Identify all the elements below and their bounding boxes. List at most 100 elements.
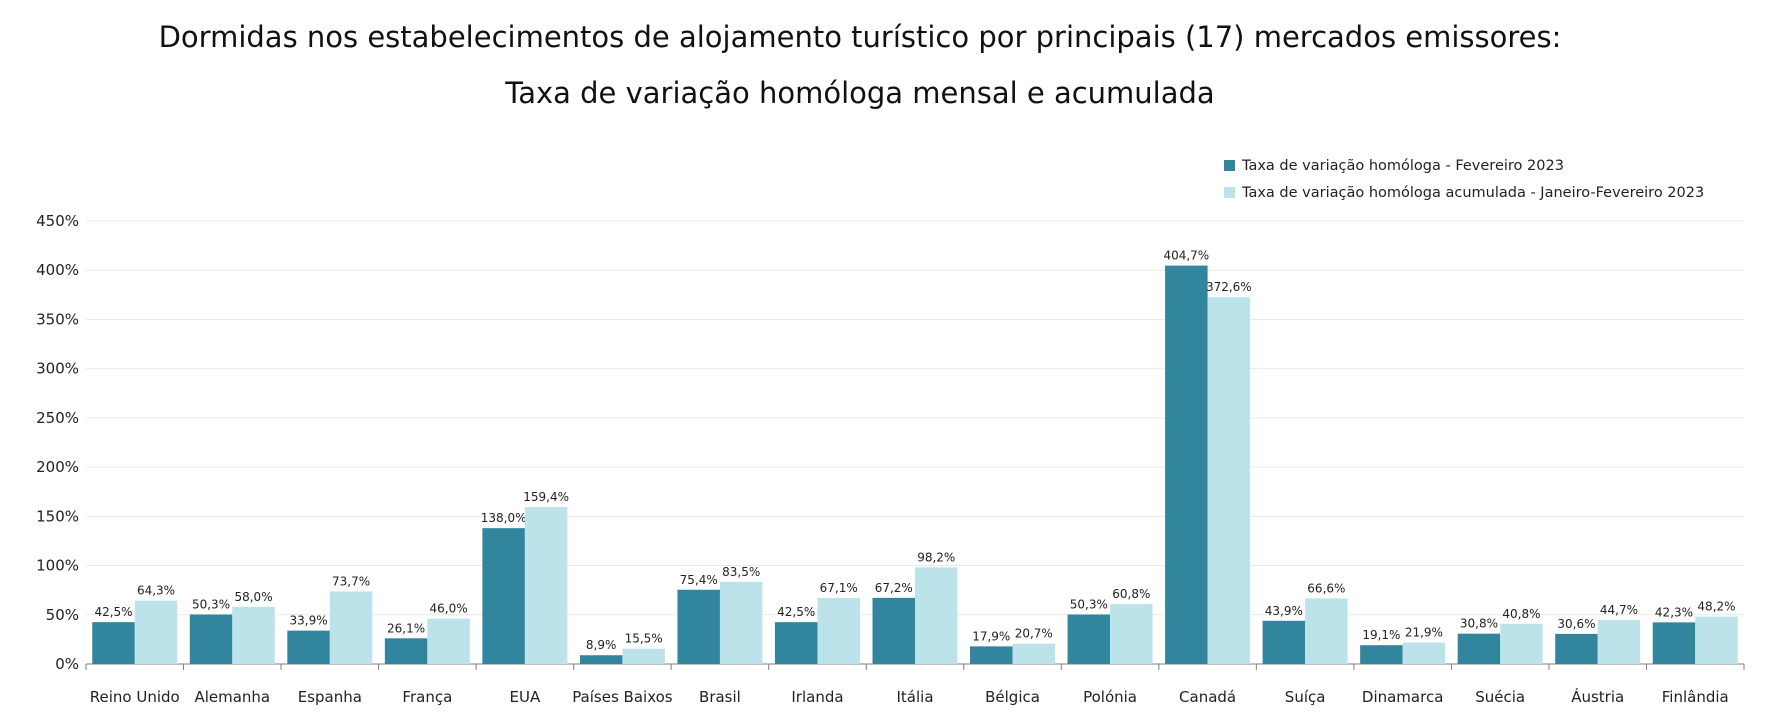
bar-series-1 <box>287 630 330 664</box>
data-label-series-1: 8,9% <box>586 638 617 652</box>
legend-swatch-series-2 <box>1224 187 1235 198</box>
bar-series-1 <box>384 638 428 664</box>
data-label-series-1: 17,9% <box>972 629 1010 643</box>
bar-series-2 <box>622 648 665 664</box>
bar-series-1 <box>970 646 1013 664</box>
x-category-label: Reino Unido <box>90 688 180 706</box>
data-label-series-2: 44,7% <box>1600 603 1638 617</box>
y-tick-label: 150% <box>36 507 79 525</box>
legend-label-series-2: Taxa de variação homóloga acumulada - Ja… <box>1242 184 1705 201</box>
data-label-series-2: 20,7% <box>1015 627 1053 641</box>
y-tick-label: 200% <box>36 458 79 476</box>
x-category-label: Áustria <box>1571 687 1624 706</box>
y-tick-label: 250% <box>36 409 79 427</box>
bar-series-2 <box>719 581 763 664</box>
data-label-series-2: 73,7% <box>332 574 370 588</box>
data-label-series-1: 42,5% <box>94 605 132 619</box>
data-label-series-1: 33,9% <box>290 614 328 628</box>
bar-series-2 <box>1110 604 1153 664</box>
bar-series-2 <box>427 618 470 664</box>
x-category-label: EUA <box>510 688 541 706</box>
data-label-series-1: 30,8% <box>1460 617 1498 631</box>
y-tick-label: 50% <box>46 606 79 624</box>
bar-series-2 <box>1500 623 1543 664</box>
data-label-series-2: 60,8% <box>1112 587 1150 601</box>
x-category-label: Polónia <box>1083 688 1137 706</box>
data-label-series-1: 138,0% <box>481 511 527 525</box>
data-label-series-2: 48,2% <box>1697 600 1735 614</box>
data-label-series-2: 40,8% <box>1502 607 1540 621</box>
bar-series-2 <box>524 507 568 664</box>
chart-title-line-1: Dormidas nos estabelecimentos de alojame… <box>158 20 1562 54</box>
data-label-series-1: 43,9% <box>1265 604 1303 618</box>
data-label-series-2: 372,6% <box>1206 280 1252 294</box>
data-label-series-2: 66,6% <box>1307 581 1345 595</box>
x-category-label: França <box>402 688 452 706</box>
bar-series-2 <box>1402 642 1446 664</box>
x-category-label: Suécia <box>1475 688 1525 706</box>
bar-series-1 <box>92 622 135 664</box>
bar-series-1 <box>482 528 525 664</box>
bar-series-2 <box>915 567 958 664</box>
y-tick-label: 300% <box>36 360 79 378</box>
data-label-series-1: 19,1% <box>1362 628 1400 642</box>
x-category-label: Dinamarca <box>1362 688 1444 706</box>
y-tick-label: 100% <box>36 557 79 575</box>
x-category-label: Espanha <box>298 688 362 706</box>
x-category-label: Países Baixos <box>572 688 673 706</box>
data-label-series-2: 46,0% <box>430 602 468 616</box>
data-label-series-2: 21,9% <box>1405 625 1443 639</box>
data-label-series-2: 15,5% <box>625 632 663 646</box>
x-category-label: Suíça <box>1285 688 1326 706</box>
bar-series-1 <box>677 589 720 664</box>
data-label-series-1: 42,3% <box>1655 605 1693 619</box>
x-category-label: Brasil <box>699 688 741 706</box>
x-category-label: Finlândia <box>1662 688 1729 706</box>
bar-series-2 <box>1305 598 1348 664</box>
data-label-series-1: 75,4% <box>680 573 718 587</box>
bar-series-1 <box>1457 633 1501 664</box>
data-label-series-2: 98,2% <box>917 550 955 564</box>
bar-series-1 <box>1360 645 1403 664</box>
bar-series-2 <box>232 606 275 664</box>
bar-series-1 <box>1262 620 1306 664</box>
data-label-series-1: 404,7% <box>1163 249 1209 263</box>
bar-series-2 <box>1695 616 1738 664</box>
y-tick-label: 350% <box>36 310 79 328</box>
legend-label-series-1: Taxa de variação homóloga - Fevereiro 20… <box>1242 157 1564 174</box>
x-category-label: Irlanda <box>791 688 843 706</box>
data-label-series-1: 50,3% <box>192 597 230 611</box>
bar-series-1 <box>1165 265 1208 664</box>
x-category-label: Bélgica <box>985 688 1040 706</box>
bar-series-2 <box>134 600 178 664</box>
bar-series-1 <box>1555 633 1598 664</box>
data-label-series-1: 26,1% <box>387 621 425 635</box>
legend-item-series-2: Taxa de variação homóloga acumulada - Ja… <box>1224 179 1704 206</box>
x-category-label: Canadá <box>1179 688 1236 706</box>
bar-series-1 <box>1652 622 1696 664</box>
bar-series-2 <box>1012 643 1056 664</box>
legend: Taxa de variação homóloga - Fevereiro 20… <box>1224 152 1704 206</box>
data-label-series-2: 67,1% <box>820 581 858 595</box>
legend-swatch-series-1 <box>1224 160 1235 171</box>
chart-title-line-2: Taxa de variação homóloga mensal e acumu… <box>505 76 1215 110</box>
bar-series-1 <box>872 597 915 664</box>
y-tick-label: 400% <box>36 261 79 279</box>
data-label-series-2: 83,5% <box>722 565 760 579</box>
bar-series-1 <box>1067 614 1111 664</box>
x-category-label: Itália <box>896 688 933 706</box>
bar-series-1 <box>189 614 233 664</box>
bar-series-2 <box>329 591 373 664</box>
data-label-series-1: 50,3% <box>1070 597 1108 611</box>
bar-series-2 <box>817 597 860 664</box>
data-label-series-1: 30,6% <box>1557 617 1595 631</box>
x-category-label: Alemanha <box>194 688 270 706</box>
data-label-series-2: 58,0% <box>234 590 272 604</box>
data-label-series-2: 64,3% <box>137 584 175 598</box>
legend-item-series-1: Taxa de variação homóloga - Fevereiro 20… <box>1224 152 1704 179</box>
bar-series-2 <box>1207 297 1251 664</box>
data-label-series-2: 159,4% <box>523 490 569 504</box>
bar-series-1 <box>579 655 623 664</box>
y-tick-label: 450% <box>36 212 79 230</box>
